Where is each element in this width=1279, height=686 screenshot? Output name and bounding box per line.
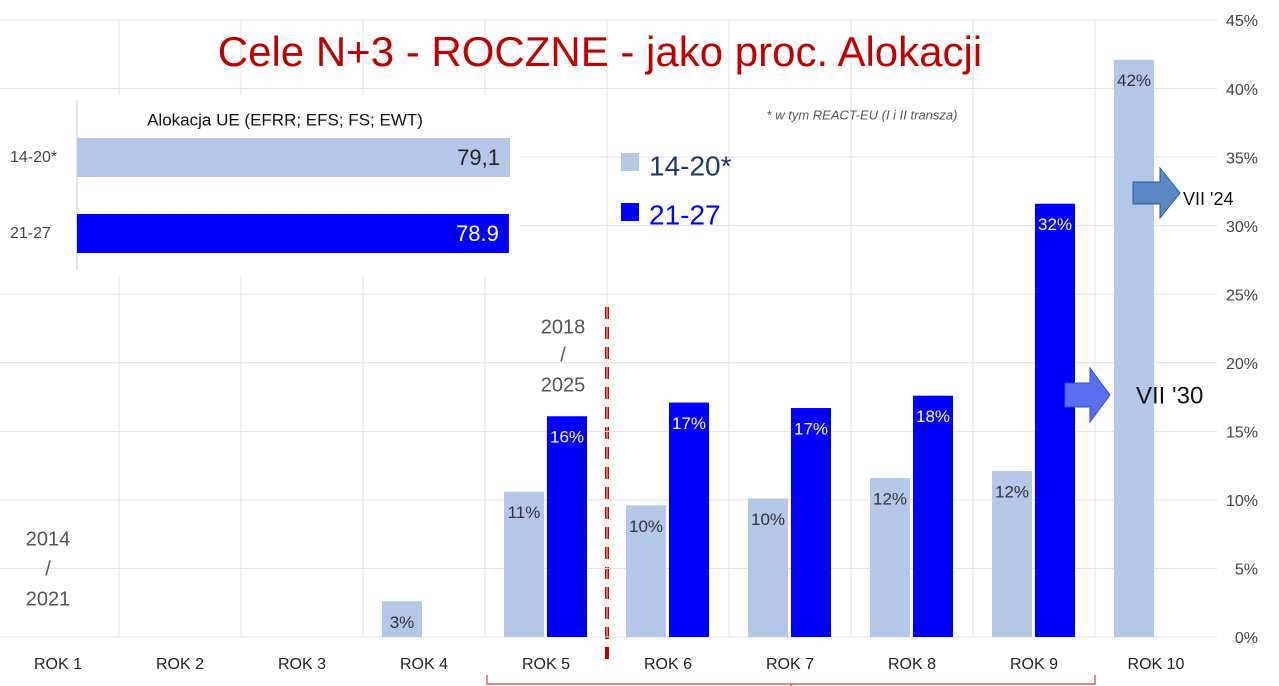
y-tick-label: 5% bbox=[1235, 562, 1258, 579]
data-label: 16% bbox=[550, 428, 584, 447]
data-label: 42% bbox=[1117, 71, 1151, 90]
inset-title: Alokacja UE (EFRR; EFS; FS; EWT) bbox=[147, 110, 423, 129]
y-tick-label: 0% bbox=[1235, 630, 1258, 647]
arrow bbox=[1132, 166, 1181, 220]
y-tick-label: 14-20* bbox=[10, 149, 57, 166]
x-tick-label: ROK 1 bbox=[34, 656, 82, 673]
y-tick-label: 20% bbox=[1226, 356, 1258, 373]
x-tick-label: ROK 3 bbox=[278, 656, 326, 673]
bar bbox=[504, 491, 544, 637]
annotation: / bbox=[560, 344, 566, 366]
annotation: 2025 bbox=[541, 374, 586, 396]
bracket bbox=[486, 675, 1096, 686]
bar bbox=[77, 138, 510, 177]
x-tick-label: ROK 6 bbox=[644, 656, 692, 673]
legend-swatch bbox=[621, 153, 639, 171]
bar bbox=[1035, 203, 1075, 637]
arrow bbox=[1064, 366, 1111, 424]
legend-label: 21-27 bbox=[649, 199, 721, 230]
x-tick-label: ROK 2 bbox=[156, 656, 204, 673]
annotation: 2014 bbox=[26, 528, 71, 550]
x-tick-label: ROK 5 bbox=[522, 656, 570, 673]
x-tick-label: ROK 8 bbox=[888, 656, 936, 673]
y-tick-label: 30% bbox=[1226, 219, 1258, 236]
data-label: 78.9 bbox=[456, 221, 499, 246]
y-tick-label: 10% bbox=[1226, 493, 1258, 510]
bar bbox=[626, 505, 666, 637]
bar bbox=[1114, 59, 1154, 638]
data-label: 12% bbox=[873, 489, 907, 508]
bar bbox=[669, 402, 709, 637]
y-tick-label: 45% bbox=[1226, 13, 1258, 30]
x-tick-label: ROK 4 bbox=[400, 656, 448, 673]
data-label: 18% bbox=[916, 407, 950, 426]
data-label: 17% bbox=[794, 420, 828, 439]
data-label: 32% bbox=[1038, 215, 1072, 234]
annotation: 2018 bbox=[541, 316, 586, 338]
x-tick-label: ROK 9 bbox=[1010, 656, 1058, 673]
x-tick-label: ROK 10 bbox=[1128, 656, 1185, 673]
y-tick-label: 40% bbox=[1226, 82, 1258, 99]
y-tick-label: 25% bbox=[1226, 287, 1258, 304]
annotation: VII '24 bbox=[1183, 189, 1233, 209]
annotation: 2021 bbox=[26, 588, 71, 610]
data-label: 3% bbox=[390, 613, 415, 632]
x-tick-label: ROK 7 bbox=[766, 656, 814, 673]
annotation: VII '30 bbox=[1136, 382, 1203, 409]
note: * w tym REACT-EU (I i II transza) bbox=[767, 107, 958, 122]
chart-title: Cele N+3 - ROCZNE - jako proc. Alokacji bbox=[218, 28, 982, 75]
data-label: 12% bbox=[995, 483, 1029, 502]
bar bbox=[870, 477, 910, 637]
data-label: 79,1 bbox=[457, 145, 500, 170]
data-label: 11% bbox=[508, 503, 541, 522]
legend-swatch bbox=[621, 203, 639, 221]
bar bbox=[913, 395, 953, 637]
legend-label: 14-20* bbox=[649, 150, 732, 181]
bar bbox=[547, 416, 587, 637]
y-tick-label: 21-27 bbox=[10, 225, 51, 242]
bar bbox=[791, 408, 831, 637]
y-tick-label: 35% bbox=[1226, 150, 1258, 167]
annotation: / bbox=[45, 558, 51, 580]
data-label: 10% bbox=[629, 517, 663, 536]
y-tick-label: 15% bbox=[1226, 425, 1258, 442]
data-label: 17% bbox=[672, 414, 706, 433]
bar bbox=[992, 471, 1032, 637]
data-label: 10% bbox=[751, 510, 785, 529]
bar bbox=[382, 601, 422, 637]
bar bbox=[748, 498, 788, 637]
bar bbox=[77, 214, 509, 253]
